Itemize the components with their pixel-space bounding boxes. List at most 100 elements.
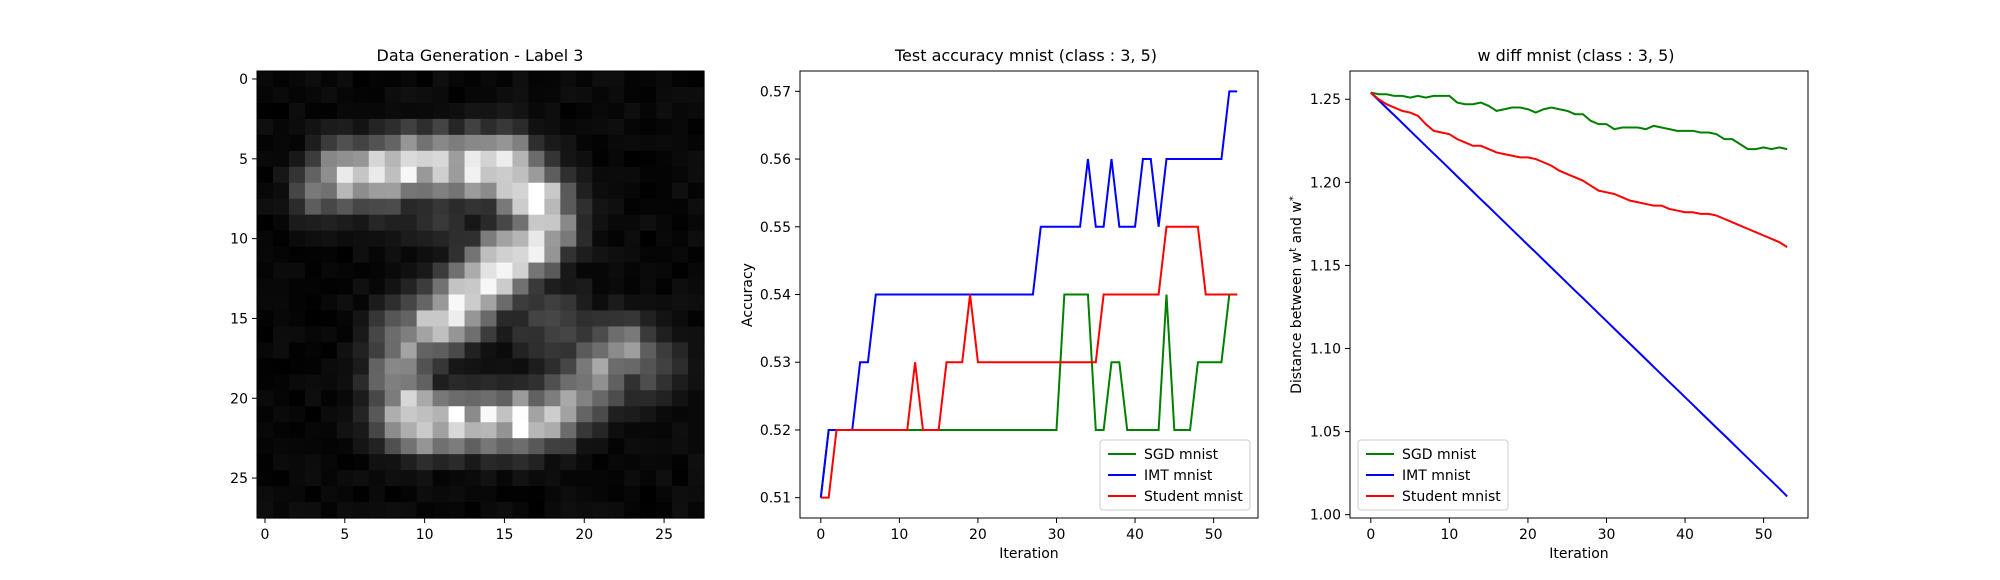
image-pixel <box>400 150 418 168</box>
image-pixel <box>624 502 641 519</box>
image-pixel <box>336 134 354 152</box>
accuracy-y-tick-label: 0.57 <box>760 84 791 100</box>
image-pixel <box>528 310 545 328</box>
image-pixel <box>288 102 306 120</box>
image-pixel <box>688 166 705 184</box>
image-pixel <box>272 310 290 328</box>
image-pixel <box>512 486 529 503</box>
image-pixel <box>432 294 450 312</box>
image-pixel <box>624 470 641 487</box>
image-pixel <box>304 182 322 200</box>
image-pixel <box>672 422 689 439</box>
image-pixel <box>432 390 450 407</box>
image-pixel <box>464 102 482 120</box>
image-pixel <box>656 198 673 216</box>
image-pixel <box>432 278 450 296</box>
image-pixel <box>384 358 402 375</box>
image-pixel <box>480 502 498 519</box>
image-pixel <box>320 486 338 503</box>
image-pixel <box>384 326 402 343</box>
image-pixel <box>288 406 306 423</box>
image-pixel <box>528 230 545 248</box>
image-pixel <box>608 118 625 136</box>
image-pixel <box>400 470 418 487</box>
image-pixel <box>480 406 498 423</box>
image-pixel <box>624 310 641 328</box>
image-pixel <box>480 390 498 407</box>
image-pixel <box>512 358 529 375</box>
image-pixel <box>448 438 466 455</box>
image-pixel <box>544 358 561 375</box>
image-pixel <box>672 118 689 136</box>
image-pixel <box>304 86 322 104</box>
image-pixel <box>656 438 673 455</box>
image-pixel <box>640 406 657 423</box>
image-pixel <box>368 150 386 168</box>
image-pixel <box>640 246 657 264</box>
image-pixel <box>288 502 306 519</box>
image-pixel <box>304 134 322 152</box>
image-pixel <box>512 150 529 168</box>
image-pixel <box>288 86 306 104</box>
image-pixel <box>576 230 593 248</box>
image-pixel <box>576 390 593 407</box>
image-pixel <box>624 326 641 343</box>
image-pixel <box>257 470 274 487</box>
image-pixel <box>400 374 418 391</box>
image-pixel <box>624 422 641 439</box>
image-pixel <box>592 230 609 248</box>
image-pixel <box>512 342 529 359</box>
accuracy-y-tick-label: 0.56 <box>760 152 791 168</box>
image-pixel <box>528 246 545 264</box>
image-pixel <box>368 358 386 375</box>
image-pixel <box>656 502 673 519</box>
image-pixel <box>352 166 370 184</box>
image-pixel <box>320 374 338 391</box>
image-pixel <box>320 150 338 168</box>
image-pixel <box>592 198 609 216</box>
image-pixel <box>496 86 514 104</box>
image-pixel <box>352 486 370 503</box>
image-pixel <box>320 182 338 200</box>
image-pixel <box>384 502 402 519</box>
image-pixel <box>512 502 529 519</box>
image-pixel <box>512 278 529 296</box>
image-pixel <box>480 182 498 200</box>
image-pixel <box>368 214 386 232</box>
image-pixel <box>384 486 402 503</box>
image-pixel <box>688 278 705 296</box>
image-pixel <box>320 262 338 280</box>
image-pixel <box>592 390 609 407</box>
image-pixel <box>288 342 306 359</box>
image-pixel <box>320 454 338 471</box>
image-pixel <box>464 310 482 328</box>
image-pixel <box>336 102 354 120</box>
image-pixel <box>400 166 418 184</box>
image-pixel <box>288 71 306 88</box>
image-pixel <box>288 166 306 184</box>
image-pixel <box>416 502 434 519</box>
image-pixel <box>688 294 705 312</box>
image-pixel <box>320 326 338 343</box>
image-pixel <box>352 310 370 328</box>
image-pixel <box>432 326 450 343</box>
image-pixel <box>560 71 577 88</box>
image-pixel <box>352 134 370 152</box>
image-pixel <box>464 326 482 343</box>
image-pixel <box>480 246 498 264</box>
image-pixel <box>528 86 545 104</box>
image-pixel <box>304 198 322 216</box>
image-pixel <box>288 454 306 471</box>
image-pixel <box>464 166 482 184</box>
image-pixel <box>464 390 482 407</box>
image-pixel <box>528 326 545 343</box>
image-pixel <box>416 118 434 136</box>
image-pixel <box>592 294 609 312</box>
image-pixel <box>272 102 290 120</box>
image-pixel <box>464 246 482 264</box>
image-pixel <box>400 118 418 136</box>
image-pixel <box>352 230 370 248</box>
image-pixel <box>608 230 625 248</box>
image-pixel <box>432 182 450 200</box>
image-pixel <box>320 246 338 264</box>
